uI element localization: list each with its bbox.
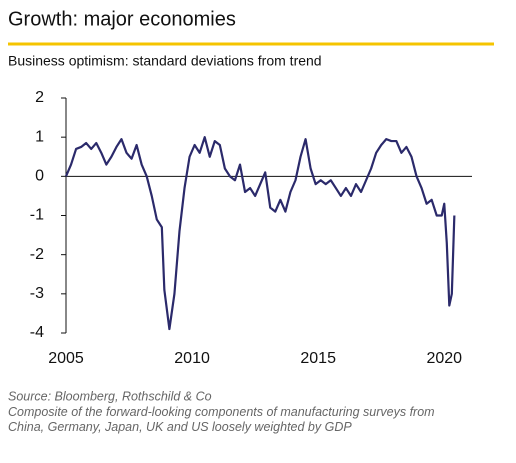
data-line [64, 136, 456, 331]
source: Source: Bloomberg, Rothschild & Co [8, 389, 212, 403]
note: Composite of the forward-looking compone… [8, 405, 435, 434]
y-tick-label: -2 [30, 246, 44, 263]
y-tick-label: 2 [35, 89, 44, 106]
y-tick-label: -3 [30, 285, 44, 302]
y-tick-label: 1 [35, 128, 44, 145]
y-tick-label: 0 [35, 168, 44, 185]
x-tick-label: 2010 [174, 350, 210, 367]
chart-subtitle: Business optimism: standard deviations f… [8, 53, 322, 69]
note-box: Composite of the forward-looking compone… [8, 405, 435, 434]
x-tick-label: 2015 [300, 350, 336, 367]
y-tick-label: -4 [30, 324, 44, 341]
chart-title: Growth: major economies [8, 8, 236, 30]
y-tick-label: -1 [30, 207, 44, 224]
x-tick-label: 2005 [48, 350, 84, 367]
x-tick-label: 2020 [426, 350, 462, 367]
